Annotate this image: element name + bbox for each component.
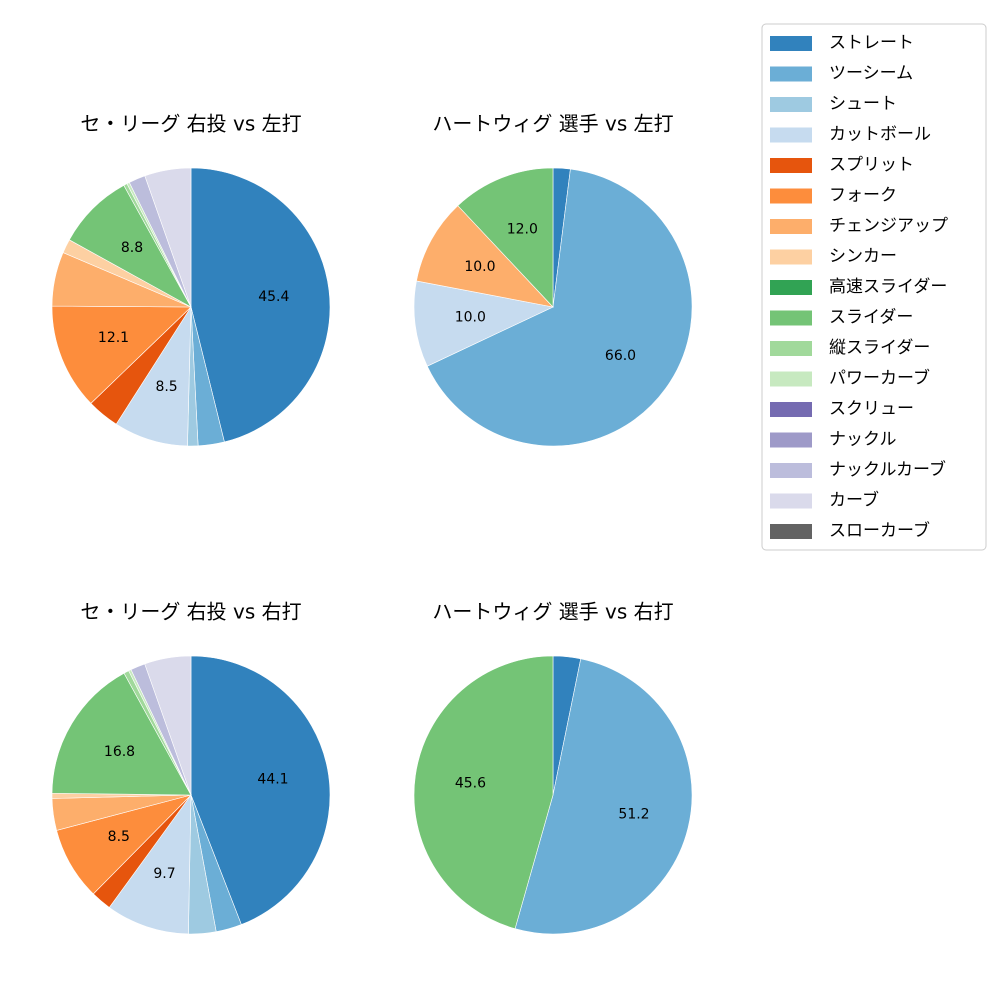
legend-label: シュート xyxy=(829,94,897,114)
pie-slice xyxy=(190,655,331,925)
chart-title: ハートウィグ 選手 vs 右打 xyxy=(432,600,673,624)
legend-item: カットボール xyxy=(770,125,931,145)
legend-item: カーブ xyxy=(770,490,879,511)
legend-item: スクリュー xyxy=(770,399,914,419)
legend-swatch xyxy=(770,402,812,417)
legend-swatch xyxy=(770,463,812,478)
legend-item: スライダー xyxy=(770,308,913,328)
pie-chart-2: ハートウィグ 選手 vs 左打 66.0 10.0 10.0 12.0 xyxy=(413,112,693,447)
legend-item: ナックルカーブ xyxy=(770,459,946,480)
legend-label: カットボール xyxy=(829,125,931,145)
legend-swatch xyxy=(770,310,812,326)
legend-item: ストレート xyxy=(770,33,914,53)
legend-swatch xyxy=(770,188,812,204)
slice-value-label: 45.4 xyxy=(258,289,289,305)
legend-label: ナックルカーブ xyxy=(829,459,946,480)
legend-label: スクリュー xyxy=(829,399,914,419)
legend-item: シンカー xyxy=(770,247,897,267)
slice-value-label: 10.0 xyxy=(455,310,486,326)
pie-slice xyxy=(51,672,192,796)
legend-swatch xyxy=(770,66,812,82)
slice-value-label: 12.0 xyxy=(507,222,538,238)
legend-label: シンカー xyxy=(829,247,897,267)
legend-label: スローカーブ xyxy=(829,520,930,541)
slice-value-label: 12.1 xyxy=(98,330,129,346)
legend-item: フォーク xyxy=(770,186,897,206)
slice-value-label: 16.8 xyxy=(104,744,135,760)
legend-item: ツーシーム xyxy=(770,64,913,84)
chart-title: セ・リーグ 右投 vs 右打 xyxy=(80,600,301,624)
legend-item: ナックル xyxy=(770,430,897,450)
slice-value-label: 8.5 xyxy=(108,829,130,845)
pie-slice xyxy=(51,305,192,404)
pie-slice xyxy=(144,167,192,308)
legend-item: スローカーブ xyxy=(770,520,930,541)
legend-label: フォーク xyxy=(829,186,897,206)
legend-swatch xyxy=(770,97,812,112)
pie-charts: セ・リーグ 右投 vs 左打 45.4 8.5 12.1 8.8 ハートウィグ 選手 vs… xyxy=(51,112,693,935)
legend-label: 高速スライダー xyxy=(829,277,947,297)
pie-slice xyxy=(413,280,554,367)
legend-label: スプリット xyxy=(829,155,914,175)
legend: ストレートツーシームシュートカットボールスプリットフォークチェンジアップシンカー… xyxy=(761,23,987,551)
legend-item: チェンジアップ xyxy=(770,216,948,236)
slice-value-label: 9.7 xyxy=(153,866,175,882)
legend-swatch xyxy=(770,36,812,51)
legend-label: ナックル xyxy=(829,430,897,450)
legend-item: シュート xyxy=(770,94,897,114)
legend-swatch xyxy=(770,127,812,143)
pie-chart-1: セ・リーグ 右投 vs 左打 45.4 8.5 12.1 8.8 xyxy=(51,112,331,447)
legend-swatch xyxy=(770,158,812,173)
chart-title: セ・リーグ 右投 vs 左打 xyxy=(80,112,301,136)
legend-item: スプリット xyxy=(770,155,914,175)
pie-slice xyxy=(416,205,554,308)
legend-item: 縦スライダー xyxy=(770,338,930,358)
slice-value-label: 66.0 xyxy=(605,348,636,364)
slice-value-label: 10.0 xyxy=(464,259,495,275)
slice-value-label: 51.2 xyxy=(618,807,649,823)
pie-slice xyxy=(413,655,554,930)
legend-swatch xyxy=(770,524,812,539)
pie-chart-4: ハートウィグ 選手 vs 右打 51.2 45.6 xyxy=(413,600,693,935)
legend-item: パワーカーブ xyxy=(770,368,930,389)
pie-slice xyxy=(514,658,693,935)
legend-label: ツーシーム xyxy=(829,64,913,84)
legend-swatch xyxy=(770,219,812,234)
legend-label: チェンジアップ xyxy=(829,216,948,236)
pie-slice xyxy=(144,655,192,796)
legend-swatch xyxy=(770,371,812,387)
pie-chart-3: セ・リーグ 右投 vs 右打 44.1 9.7 8.5 16.8 xyxy=(51,600,331,935)
legend-swatch xyxy=(770,280,812,295)
legend-swatch xyxy=(770,432,812,448)
legend-label: パワーカーブ xyxy=(829,368,930,389)
legend-swatch xyxy=(770,341,812,356)
slice-value-label: 8.8 xyxy=(121,240,143,256)
legend-item: 高速スライダー xyxy=(770,277,947,297)
slice-value-label: 45.6 xyxy=(455,776,486,792)
slice-value-label: 8.5 xyxy=(155,379,177,395)
legend-frame xyxy=(761,23,987,551)
legend-label: スライダー xyxy=(829,308,913,328)
chart-title: ハートウィグ 選手 vs 左打 xyxy=(432,112,673,136)
pie-slice xyxy=(190,167,331,443)
legend-swatch xyxy=(770,249,812,265)
pie-slice xyxy=(108,794,192,935)
legend-items: ストレートツーシームシュートカットボールスプリットフォークチェンジアップシンカー… xyxy=(770,33,948,541)
legend-label: ストレート xyxy=(829,33,914,53)
legend-swatch xyxy=(770,493,812,509)
pie-slice xyxy=(426,168,693,447)
pie-slice xyxy=(457,167,554,308)
legend-label: 縦スライダー xyxy=(829,338,930,358)
slice-value-label: 44.1 xyxy=(257,772,288,788)
legend-label: カーブ xyxy=(829,490,879,511)
